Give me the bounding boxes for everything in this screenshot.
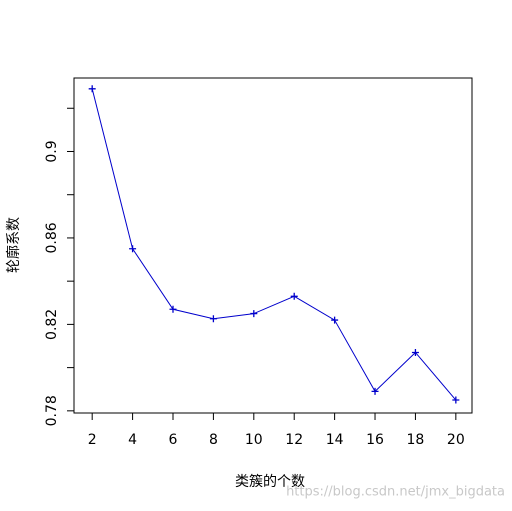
- point-marker: [169, 305, 177, 313]
- x-tick-label: 18: [407, 432, 425, 448]
- point-marker: [209, 315, 217, 323]
- x-tick-label: 20: [447, 432, 465, 448]
- point-marker: [250, 310, 258, 318]
- watermark: https://blog.csdn.net/jmx_bigdata: [286, 485, 505, 500]
- point-marker: [331, 316, 339, 324]
- x-tick-label: 12: [285, 432, 303, 448]
- y-tick-label: 0.78: [44, 395, 60, 426]
- point-marker: [371, 387, 379, 395]
- x-tick-label: 4: [128, 432, 137, 448]
- point-marker: [411, 348, 419, 356]
- y-axis-label: 轮廓系数: [5, 217, 22, 273]
- point-marker: [129, 245, 137, 253]
- x-axis-label: 类簇的个数: [235, 474, 305, 490]
- x-tick-label: 14: [326, 432, 344, 448]
- y-tick-label: 0.86: [44, 222, 60, 253]
- x-tick-label: 2: [88, 432, 97, 448]
- plot-box: [73, 77, 473, 414]
- line: [91, 88, 457, 401]
- point-marker: [452, 396, 460, 404]
- x-tick-label: 8: [209, 432, 218, 448]
- y-tick-label: 0.9: [44, 140, 60, 162]
- point-marker: [290, 292, 298, 300]
- point-marker: [88, 85, 96, 93]
- x-tick-label: 10: [245, 432, 263, 448]
- x-tick-label: 6: [169, 432, 178, 448]
- x-tick-label: 16: [366, 432, 384, 448]
- y-tick-label: 0.82: [44, 309, 60, 340]
